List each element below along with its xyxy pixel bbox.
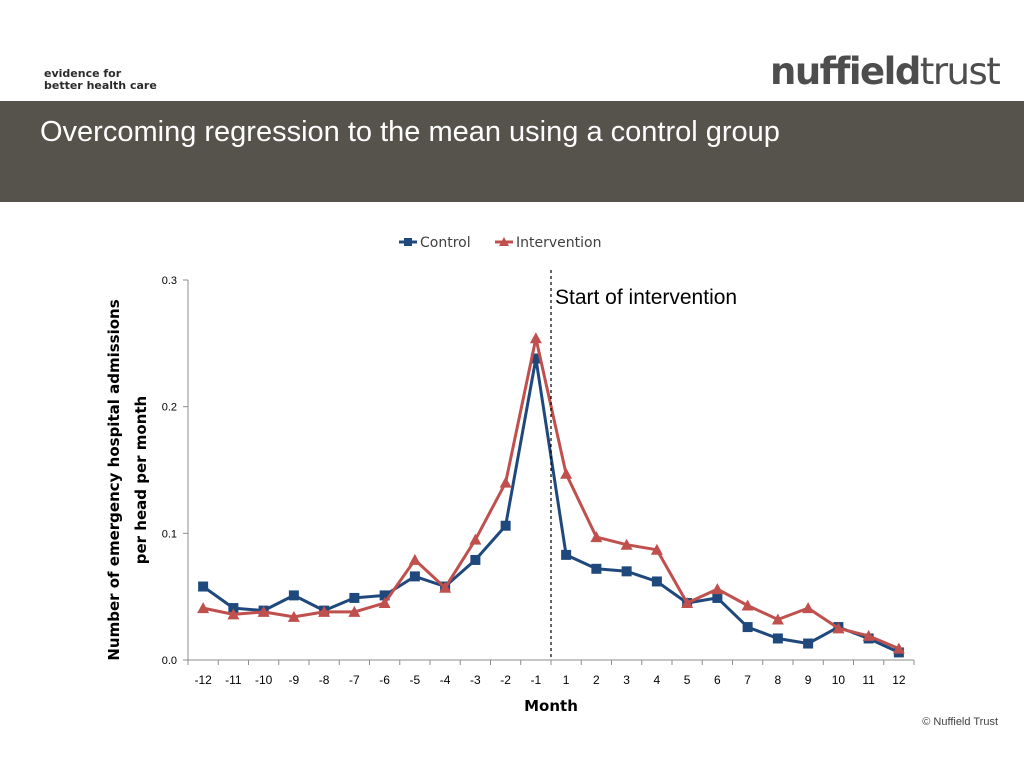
x-tick-label: -9 [289,673,300,687]
x-tick-label: -7 [349,673,360,687]
data-point-control [288,590,299,601]
y-axis-title-line: per head per month [132,396,150,564]
x-tick-label: 8 [775,673,782,687]
y-tick-label: 0.3 [162,275,177,287]
data-point-intervention [499,476,512,488]
data-point-intervention [197,602,210,614]
x-tick-label: 4 [654,673,661,687]
data-point-intervention [741,599,754,611]
x-tick-label: 11 [862,673,875,687]
data-point-control [561,549,572,560]
y-axis-title-line: Number of emergency hospital admissions [105,299,123,660]
chart-axes: 0.00.10.20.3-12 -11 -10 -9 -8 -7 -6 -5 -4 -3 -2 -1 1… [105,275,915,715]
x-tick-label: 5 [684,673,691,687]
data-point-intervention [802,602,815,614]
data-point-intervention [620,538,633,550]
line-chart: Control Intervention 0.00.10.20.3-12 -11 -1… [105,235,915,715]
chart-series [197,332,905,658]
data-point-intervention [862,629,875,641]
x-tick-label: -5 [410,673,421,687]
data-point-intervention [439,581,452,593]
slide-title: Overcoming regression to the mean using … [40,116,780,148]
x-axis-title: Month [524,697,578,715]
series-line-intervention [202,336,900,650]
data-point-control [470,554,481,565]
legend-marker-square [404,238,412,246]
x-tick-label: 10 [832,673,846,687]
data-point-control [530,353,541,364]
title-band: Overcoming regression to the mean using … [0,101,1024,202]
data-point-intervention [227,608,240,620]
y-tick-label: 0.1 [162,528,177,540]
data-point-intervention [348,605,361,617]
y-tick-label: 0.2 [162,402,177,414]
data-point-control [500,520,511,531]
data-point-control [409,571,420,582]
tagline-line-2: better health care [44,79,157,92]
chart-legend: Control Intervention [399,235,601,251]
data-point-intervention [711,583,724,595]
intervention-start-label: Start of intervention [555,286,737,309]
x-tick-label: -11 [225,673,242,687]
data-point-control [651,576,662,587]
legend-label-control: Control [420,235,471,251]
x-tick-label: -4 [440,673,451,687]
x-tick-label: 9 [805,673,812,687]
logo-word-nuffield: nuffield [770,50,921,93]
legend-marker-triangle [499,237,509,246]
chart-annotation: Start of intervention [550,270,737,660]
x-tick-label: -10 [255,673,273,687]
data-point-intervention [529,332,542,344]
legend-label-intervention: Intervention [516,235,601,251]
y-tick-label: 0.0 [162,655,177,667]
data-point-control [712,592,723,603]
x-tick-label: 7 [744,673,751,687]
data-point-intervention [832,622,845,634]
data-point-intervention [469,533,482,545]
data-point-control [379,590,390,601]
data-point-intervention [287,610,300,622]
data-point-intervention [408,553,421,565]
x-tick-label: 1 [563,673,570,687]
nuffield-trust-logo: nuffieldtrust [770,50,1001,94]
data-point-control [772,633,783,644]
x-tick-label: 3 [623,673,630,687]
copyright-notice: © Nuffield Trust [922,716,998,728]
data-point-control [349,592,360,603]
x-tick-label: 2 [593,673,600,687]
data-point-control [228,603,239,614]
x-tick-label: -12 [194,673,212,687]
data-point-control [803,638,814,649]
data-point-control [621,566,632,577]
x-tick-label: -2 [500,673,511,687]
data-point-intervention [892,642,905,654]
x-tick-label: -8 [319,673,330,687]
data-point-intervention [318,605,331,617]
data-point-intervention [560,467,573,479]
data-point-intervention [378,597,391,608]
data-point-control [591,563,602,574]
tagline-line-1: evidence for [44,67,122,80]
x-tick-label: -1 [531,673,542,687]
logo-word-trust: trust [919,50,1001,93]
x-tick-label: -3 [470,673,481,687]
data-point-control [742,622,753,633]
y-axis-title: Number of emergency hospital admissions p… [105,299,150,660]
data-point-intervention [650,543,663,555]
x-tick-label: 6 [714,673,721,687]
data-point-intervention [590,531,603,543]
data-point-intervention [681,597,694,608]
data-point-intervention [771,613,784,625]
x-tick-label: 12 [892,673,906,687]
data-point-intervention [257,605,270,617]
x-tick-label: -6 [379,673,390,687]
data-point-control [198,581,209,592]
tagline: evidence for better health care [44,68,157,92]
